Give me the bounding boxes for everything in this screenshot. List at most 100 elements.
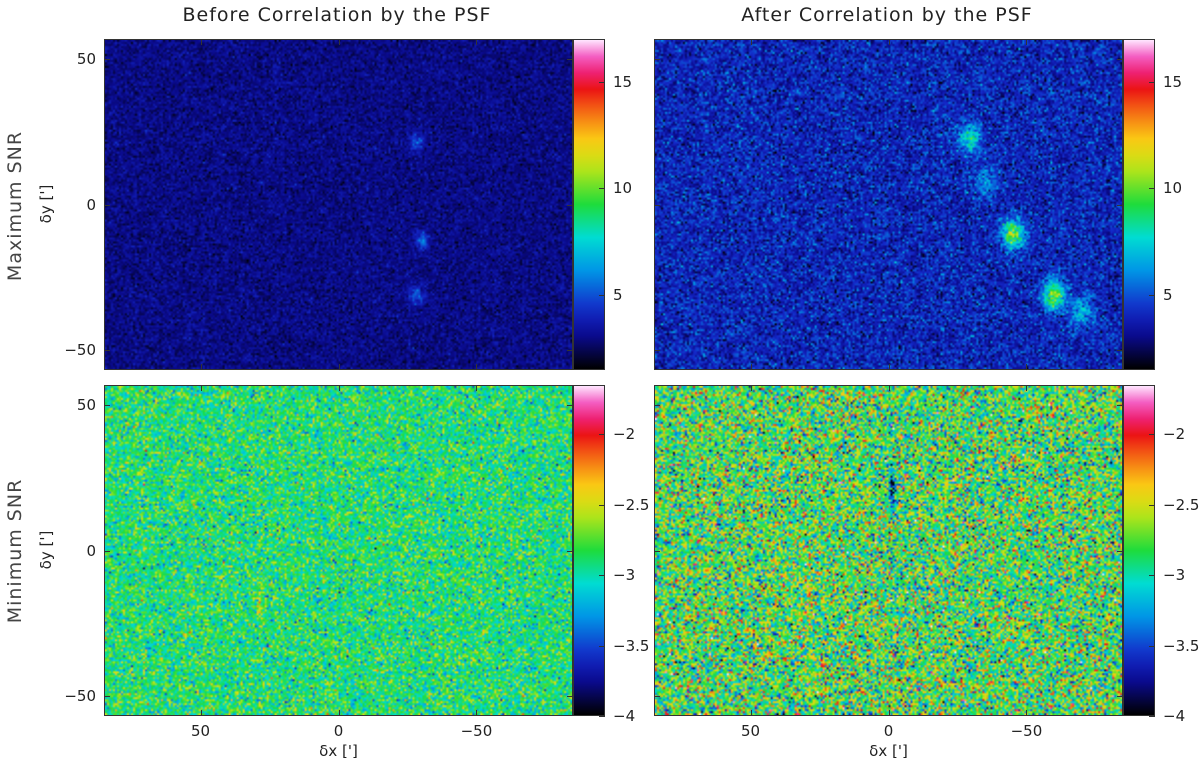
x-tick-mark <box>338 364 340 370</box>
colorbar-tick <box>1149 295 1155 297</box>
x-tick-mark <box>338 385 340 391</box>
y-axis-label: δy ['] <box>37 184 55 223</box>
colorbar-tick <box>1149 504 1155 506</box>
x-tick-mark <box>1026 39 1028 45</box>
x-tick-mark <box>750 39 752 45</box>
y-tick-mark <box>1117 695 1123 697</box>
colorbar-tick <box>1149 716 1155 717</box>
colorbar-3 <box>1123 385 1155 716</box>
x-tick-mark <box>476 39 478 45</box>
y-tick-mark <box>104 349 110 351</box>
colorbar-tick-label: 15 <box>1163 72 1183 91</box>
x-tick-mark <box>200 364 202 370</box>
heatmap-canvas <box>655 386 1122 715</box>
row-title-minimum: Minimum SNR <box>4 478 26 624</box>
colorbar-tick <box>599 434 605 436</box>
y-tick-mark <box>1117 405 1123 407</box>
x-tick-mark <box>338 710 340 716</box>
colorbar-0 <box>573 39 605 370</box>
y-tick-label: 50 <box>76 50 96 69</box>
y-tick-mark <box>1117 349 1123 351</box>
x-tick-label: 50 <box>191 722 211 740</box>
colorbar-tick-label: −2 <box>613 425 636 444</box>
x-tick-mark <box>200 710 202 716</box>
x-tick-mark <box>750 364 752 370</box>
y-tick-mark <box>567 349 573 351</box>
x-tick-mark <box>888 710 890 716</box>
heatmap-canvas <box>105 40 572 369</box>
y-tick-label: 0 <box>86 195 96 214</box>
x-tick-mark <box>1026 710 1028 716</box>
y-tick-mark <box>1117 550 1123 552</box>
y-tick-mark <box>104 405 110 407</box>
x-tick-label: −50 <box>1010 722 1043 740</box>
y-tick-mark <box>654 59 660 61</box>
heatmap-panel-0 <box>104 39 573 370</box>
y-tick-label: −50 <box>64 340 96 359</box>
y-tick-mark <box>567 550 573 552</box>
colorbar-1 <box>1123 39 1155 370</box>
y-tick-mark <box>567 405 573 407</box>
colorbar-2 <box>573 385 605 716</box>
colorbar-tick <box>1149 434 1155 436</box>
colorbar-tick <box>1149 645 1155 647</box>
column-title-before: Before Correlation by the PSF <box>182 4 492 26</box>
y-tick-mark <box>1117 59 1123 61</box>
y-tick-mark <box>654 405 660 407</box>
y-tick-label: 0 <box>86 541 96 560</box>
y-axis-label: δy ['] <box>37 530 55 569</box>
x-tick-mark <box>888 39 890 45</box>
x-tick-mark <box>476 710 478 716</box>
colorbar-tick-label: 10 <box>1163 179 1183 198</box>
x-tick-mark <box>1026 385 1028 391</box>
x-tick-mark <box>476 385 478 391</box>
colorbar-tick <box>599 504 605 506</box>
colorbar-tick <box>599 575 605 577</box>
row-title-maximum: Maximum SNR <box>4 130 26 282</box>
colorbar-tick-label: −2.5 <box>1163 495 1200 514</box>
colorbar-tick <box>1149 81 1155 83</box>
colorbar-tick-label: −3 <box>613 566 636 585</box>
colorbar-tick-label: −4 <box>1163 707 1186 725</box>
x-tick-label: 50 <box>741 722 761 740</box>
y-tick-mark <box>654 695 660 697</box>
x-tick-mark <box>888 385 890 391</box>
heatmap-canvas <box>655 40 1122 369</box>
x-tick-mark <box>476 364 478 370</box>
x-axis-label: δx ['] <box>869 742 908 760</box>
y-tick-mark <box>567 204 573 206</box>
heatmap-panel-2 <box>104 385 573 716</box>
y-tick-mark <box>104 550 110 552</box>
x-tick-mark <box>750 385 752 391</box>
y-tick-mark <box>567 695 573 697</box>
y-tick-label: −50 <box>64 686 96 705</box>
colorbar-tick-label: 15 <box>613 72 633 91</box>
x-tick-mark <box>888 364 890 370</box>
colorbar-tick-label: −3.5 <box>1163 636 1200 655</box>
y-tick-mark <box>567 59 573 61</box>
colorbar-tick <box>1149 188 1155 190</box>
x-tick-mark <box>750 710 752 716</box>
y-tick-mark <box>654 349 660 351</box>
y-tick-label: 50 <box>76 396 96 415</box>
y-tick-mark <box>1117 204 1123 206</box>
colorbar-tick-label: −2.5 <box>613 495 650 514</box>
colorbar-tick-label: −4 <box>613 707 636 725</box>
x-tick-mark <box>338 39 340 45</box>
colorbar-tick <box>1149 575 1155 577</box>
x-tick-label: 0 <box>883 722 894 740</box>
heatmap-canvas <box>105 386 572 715</box>
colorbar-tick <box>599 81 605 83</box>
colorbar-tick-label: −3.5 <box>613 636 650 655</box>
heatmap-panel-1 <box>654 39 1123 370</box>
colorbar-tick-label: 5 <box>613 286 623 305</box>
y-tick-mark <box>104 695 110 697</box>
x-tick-mark <box>1026 364 1028 370</box>
x-tick-mark <box>200 39 202 45</box>
colorbar-tick <box>599 716 605 717</box>
colorbar-tick-label: 5 <box>1163 286 1173 305</box>
y-tick-mark <box>104 204 110 206</box>
colorbar-tick <box>599 295 605 297</box>
colorbar-tick <box>599 188 605 190</box>
colorbar-tick-label: −3 <box>1163 566 1186 585</box>
